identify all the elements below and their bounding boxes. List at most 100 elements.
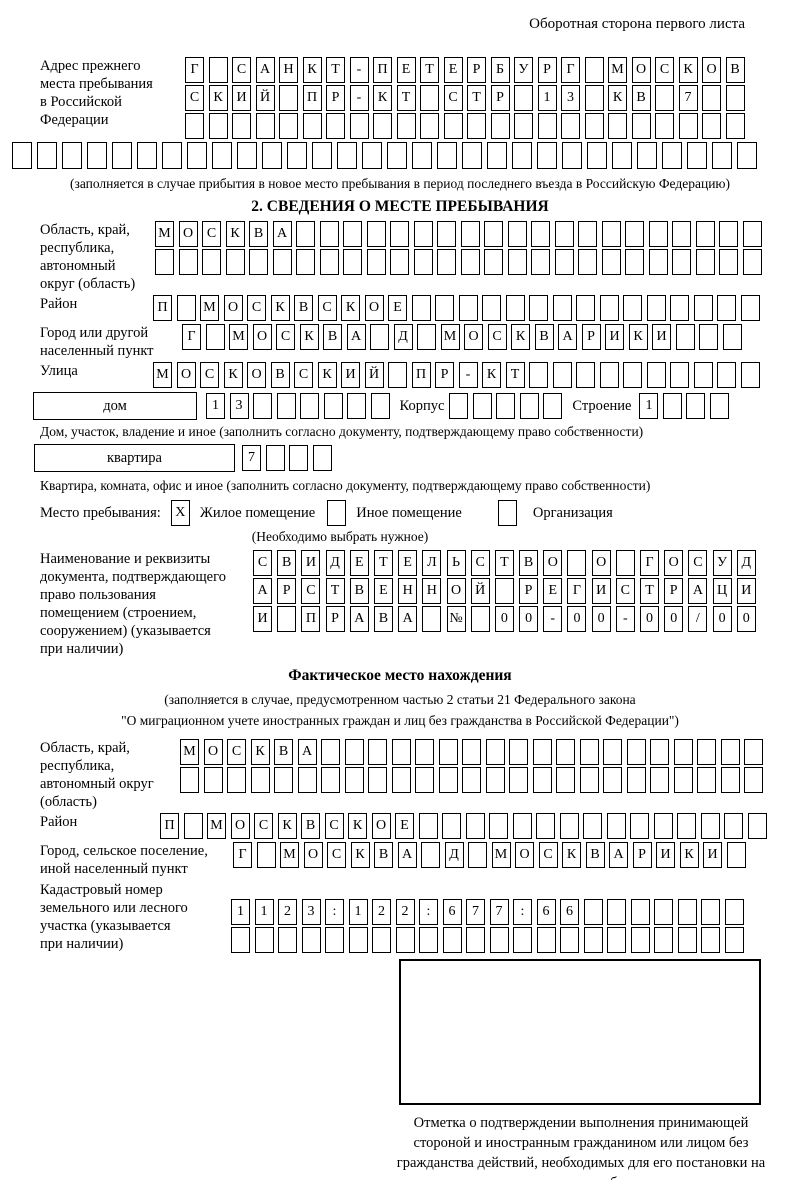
char-cell[interactable] <box>472 393 492 419</box>
char-cell[interactable]: В <box>270 362 290 388</box>
char-cell[interactable] <box>438 767 458 793</box>
char-cell[interactable]: Й <box>364 362 384 388</box>
char-cell[interactable] <box>312 142 332 169</box>
char-cell[interactable]: - <box>615 606 635 632</box>
char-cell[interactable]: И <box>605 324 624 350</box>
char-cell[interactable] <box>631 113 651 139</box>
char-cell[interactable] <box>185 113 204 139</box>
char-cell[interactable] <box>326 113 345 139</box>
char-cell[interactable] <box>630 899 650 925</box>
char-cell[interactable] <box>720 739 740 765</box>
char-cell[interactable] <box>529 295 548 321</box>
char-cell[interactable] <box>155 249 174 275</box>
char-cell[interactable] <box>507 249 527 275</box>
char-cell[interactable] <box>227 767 246 793</box>
char-cell[interactable]: У <box>514 57 533 83</box>
char-cell[interactable]: К <box>277 813 297 839</box>
char-cell[interactable]: И <box>736 578 756 604</box>
char-cell[interactable] <box>467 113 486 139</box>
char-cell[interactable]: О <box>252 324 272 350</box>
char-cell[interactable] <box>601 221 621 247</box>
char-cell[interactable] <box>301 927 321 953</box>
char-cell[interactable] <box>390 221 409 247</box>
char-cell[interactable] <box>232 113 251 139</box>
char-cell[interactable] <box>253 393 272 419</box>
char-cell[interactable] <box>391 767 411 793</box>
char-cell[interactable]: Т <box>396 85 416 111</box>
char-cell[interactable]: С <box>276 324 295 350</box>
char-cell[interactable] <box>740 295 760 321</box>
char-cell[interactable] <box>496 393 516 419</box>
char-cell[interactable] <box>323 393 343 419</box>
char-cell[interactable]: Н <box>422 578 442 604</box>
char-cell[interactable]: Е <box>443 57 463 83</box>
char-cell[interactable]: О <box>178 221 198 247</box>
char-cell[interactable]: А <box>558 324 577 350</box>
char-cell[interactable]: - <box>349 85 369 111</box>
char-cell[interactable] <box>677 899 697 925</box>
char-cell[interactable] <box>725 113 745 139</box>
char-cell[interactable]: - <box>543 606 563 632</box>
char-cell[interactable] <box>337 142 357 169</box>
char-cell[interactable] <box>373 113 392 139</box>
char-cell[interactable] <box>417 324 436 350</box>
char-cell[interactable] <box>297 767 317 793</box>
char-cell[interactable]: Р <box>326 85 345 111</box>
char-cell[interactable] <box>719 221 738 247</box>
char-cell[interactable]: 2 <box>372 899 391 925</box>
char-cell[interactable] <box>556 739 575 765</box>
char-cell[interactable] <box>579 739 599 765</box>
char-cell[interactable]: 7 <box>678 85 698 111</box>
char-cell[interactable]: М <box>155 221 174 247</box>
char-cell[interactable] <box>531 221 550 247</box>
char-cell[interactable]: А <box>272 221 292 247</box>
char-cell[interactable]: 1 <box>537 85 557 111</box>
char-cell[interactable]: П <box>301 606 321 632</box>
char-cell[interactable]: О <box>631 57 651 83</box>
char-cell[interactable] <box>536 927 556 953</box>
char-cell[interactable] <box>623 362 642 388</box>
char-cell[interactable]: И <box>656 842 675 868</box>
char-cell[interactable] <box>276 393 296 419</box>
char-cell[interactable]: К <box>679 842 699 868</box>
char-cell[interactable]: Н <box>398 578 418 604</box>
char-cell[interactable] <box>630 813 649 839</box>
char-cell[interactable] <box>717 295 736 321</box>
char-cell[interactable] <box>697 739 716 765</box>
char-cell[interactable]: Г <box>561 57 580 83</box>
char-cell[interactable] <box>603 739 622 765</box>
char-cell[interactable]: Т <box>494 550 514 576</box>
char-cell[interactable] <box>717 362 736 388</box>
char-cell[interactable]: А <box>297 739 317 765</box>
char-cell[interactable]: Г <box>233 842 252 868</box>
char-cell[interactable] <box>485 739 505 765</box>
char-cell[interactable] <box>482 295 501 321</box>
char-cell[interactable]: Р <box>490 85 510 111</box>
char-cell[interactable]: В <box>249 221 268 247</box>
char-cell[interactable]: С <box>254 813 273 839</box>
char-cell[interactable] <box>468 842 487 868</box>
char-cell[interactable]: О <box>303 842 323 868</box>
char-cell[interactable]: Т <box>420 57 439 83</box>
char-cell[interactable]: Д <box>325 550 345 576</box>
char-cell[interactable] <box>625 221 644 247</box>
char-cell[interactable]: 6 <box>560 899 579 925</box>
char-cell[interactable]: С <box>294 362 313 388</box>
char-cell[interactable] <box>438 739 458 765</box>
char-cell[interactable]: В <box>725 57 745 83</box>
char-cell[interactable]: С <box>200 362 219 388</box>
char-cell[interactable] <box>655 85 674 111</box>
char-cell[interactable] <box>225 249 245 275</box>
char-cell[interactable] <box>183 813 203 839</box>
char-cell[interactable]: Г <box>185 57 204 83</box>
char-cell[interactable]: В <box>301 813 320 839</box>
char-cell[interactable] <box>272 249 292 275</box>
char-cell[interactable] <box>366 249 386 275</box>
char-cell[interactable] <box>421 842 440 868</box>
char-cell[interactable]: О <box>591 550 611 576</box>
char-cell[interactable]: И <box>652 324 671 350</box>
char-cell[interactable]: Ц <box>712 578 732 604</box>
char-cell[interactable] <box>442 813 461 839</box>
char-cell[interactable] <box>607 927 626 953</box>
char-cell[interactable] <box>712 142 732 169</box>
